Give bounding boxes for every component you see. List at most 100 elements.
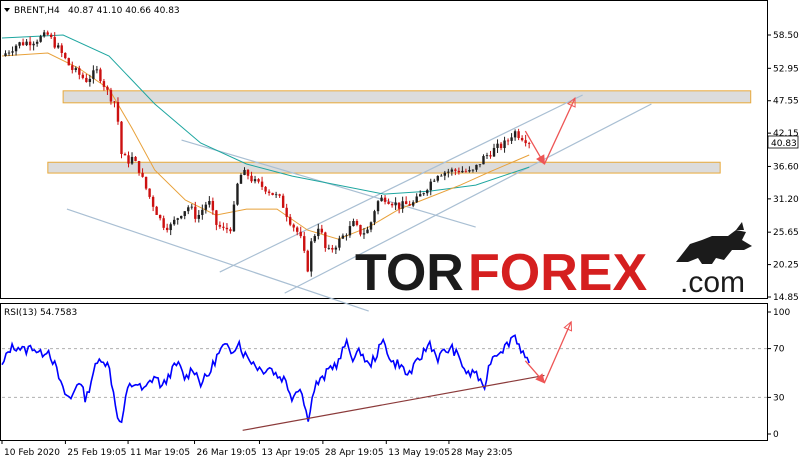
y-tick-label: 47.55 — [773, 97, 799, 107]
candle-body — [447, 171, 450, 173]
candle-body — [264, 186, 267, 192]
candle-body — [246, 169, 250, 176]
candle-body — [201, 209, 204, 215]
x-tick-label: 13 Apr 19:05 — [261, 448, 320, 458]
rsi-trendline — [242, 374, 545, 431]
channel-line — [284, 103, 652, 294]
candle-body — [78, 68, 81, 75]
candle-body — [85, 77, 88, 82]
candle-body — [127, 155, 130, 164]
candle-body — [197, 214, 201, 219]
candle-body — [71, 65, 74, 70]
candle-body — [520, 138, 524, 141]
rsi-tick-label: 0 — [773, 430, 779, 440]
candle-body — [352, 221, 355, 227]
candle-body — [215, 210, 218, 225]
y-tick-label: 20.25 — [773, 261, 799, 271]
candle-body — [260, 181, 264, 187]
candle-body — [292, 224, 295, 228]
rsi-annotations — [242, 320, 573, 431]
candle-body — [225, 227, 229, 230]
candle-body — [369, 222, 373, 230]
candle-body — [190, 206, 193, 208]
candle-body — [485, 155, 489, 157]
candle-body — [173, 219, 176, 225]
candle-body — [415, 196, 418, 203]
rsi-arrow-head — [563, 320, 573, 332]
candle-body — [4, 53, 7, 57]
channel-lines — [66, 94, 652, 312]
candle-body — [324, 232, 327, 248]
x-tick-label: 26 Mar 19:05 — [197, 448, 257, 458]
candle-body — [278, 194, 281, 196]
candle-body — [57, 45, 60, 48]
candle-body — [183, 211, 186, 216]
candle-body — [211, 201, 215, 211]
candle-body — [144, 176, 148, 189]
forecast-arrows — [524, 96, 576, 165]
candle-body — [443, 172, 447, 176]
candle-body — [102, 81, 106, 87]
x-tick-label: 13 May 19:05 — [388, 448, 450, 458]
candle-body — [461, 170, 464, 173]
rsi-label: RSI(13) 54.7583 — [4, 308, 77, 318]
candle-body — [471, 169, 475, 171]
candle-body — [243, 169, 246, 175]
logo-com: .com — [680, 266, 745, 299]
rsi-arrow-line — [543, 321, 572, 384]
candle-body — [334, 247, 338, 250]
bull-horn-icon — [736, 222, 744, 230]
candle-body — [404, 201, 408, 205]
candle-body — [81, 74, 85, 78]
candle-body — [492, 147, 496, 157]
price-panel — [0, 0, 768, 299]
x-tick-label: 28 Apr 19:05 — [325, 448, 384, 458]
candle-body — [42, 32, 46, 37]
dropdown-triangle-icon — [4, 8, 10, 12]
candle-body — [95, 69, 99, 71]
rsi-tick-label: 100 — [773, 308, 790, 318]
candle-body — [158, 214, 162, 219]
candle-body — [99, 69, 102, 82]
logo-forex: FOREX — [468, 244, 647, 302]
candle-body — [468, 170, 471, 172]
candle-body — [338, 238, 341, 248]
candle-body — [426, 190, 429, 194]
candle-body — [383, 197, 387, 202]
candle-body — [176, 218, 179, 220]
candle-body — [281, 195, 285, 208]
candle-body — [165, 227, 169, 231]
logo-tor: TOR — [355, 244, 464, 302]
candle-body — [376, 201, 380, 212]
candle-body — [106, 86, 109, 90]
price-candles — [4, 29, 531, 277]
candle-body — [440, 175, 443, 177]
candle-body — [229, 229, 232, 232]
candle-body — [169, 224, 172, 231]
candle-body — [411, 202, 415, 206]
ohlc-values: 40.87 41.10 40.66 40.83 — [68, 6, 180, 16]
candle-body — [218, 224, 222, 227]
candle-body — [408, 204, 411, 206]
forecast-arrow-head — [536, 154, 545, 165]
candle-body — [478, 164, 482, 166]
candle-body — [524, 140, 527, 144]
candle-body — [162, 218, 165, 228]
candle-body — [120, 121, 123, 154]
rsi-arrow-head — [535, 373, 546, 384]
candle-body — [109, 89, 113, 102]
candle-body — [134, 156, 137, 162]
candle-body — [482, 156, 485, 165]
resistance-zone — [62, 90, 752, 104]
rsi-series — [1, 334, 530, 424]
candle-body — [267, 191, 271, 193]
y-tick-label: 31.20 — [773, 195, 799, 205]
rsi-line — [1, 334, 530, 424]
x-tick-label: 28 May 23:05 — [451, 448, 513, 458]
candle-body — [464, 170, 468, 172]
price-header: BRENT,H4 40.87 41.10 40.66 40.83 — [4, 6, 180, 16]
candle-body — [373, 211, 376, 223]
candle-body — [222, 226, 225, 228]
candle-body — [345, 235, 348, 237]
